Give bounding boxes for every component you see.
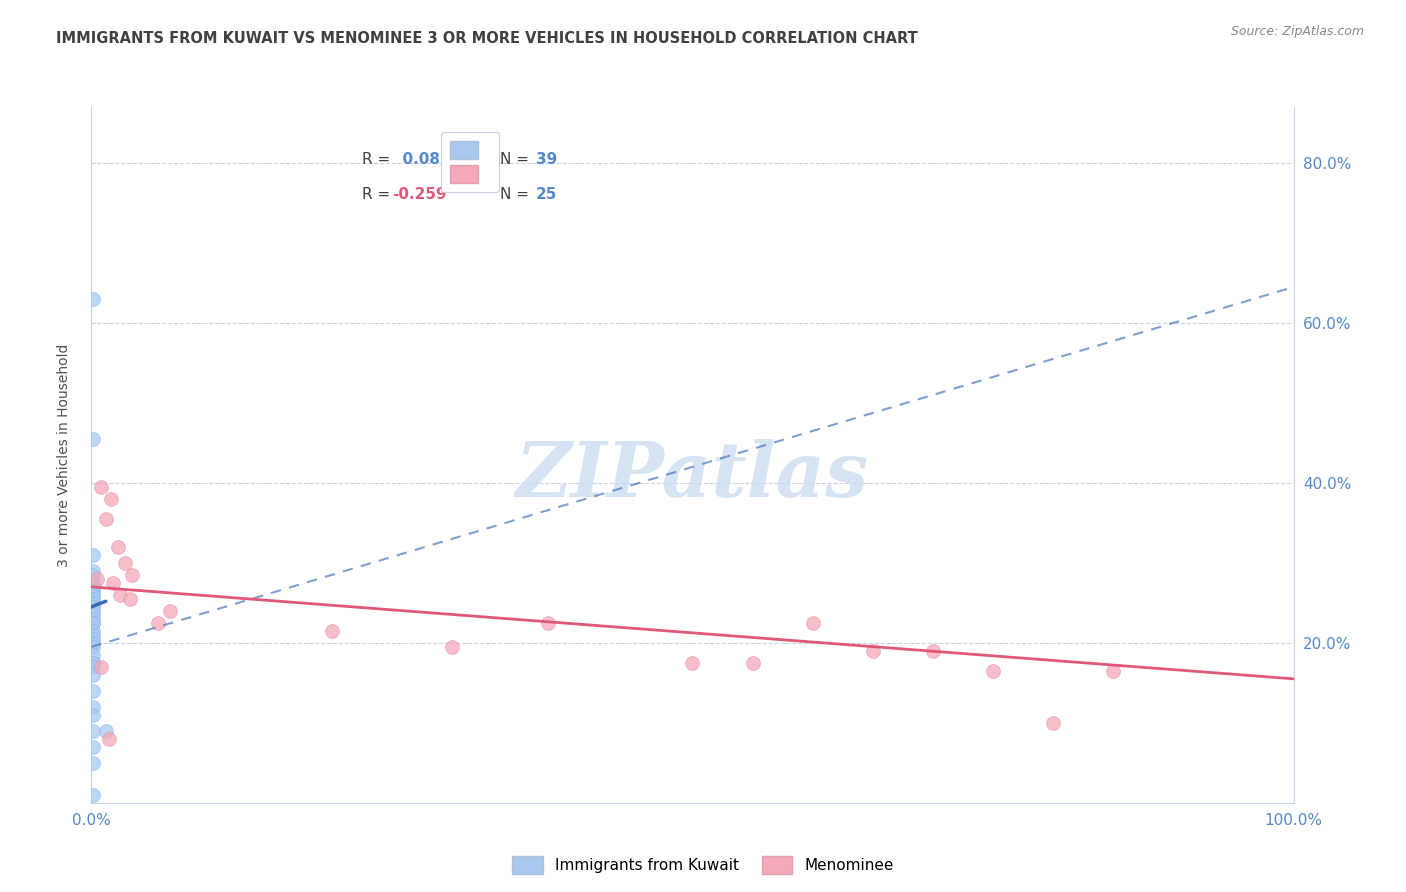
- Point: [82, 656, 104, 670]
- Point: [1102, 664, 1125, 678]
- Point: [82, 660, 104, 674]
- Text: -0.259: -0.259: [392, 187, 447, 202]
- Point: [82, 683, 104, 698]
- Point: [118, 591, 141, 606]
- Point: [94, 723, 117, 738]
- Point: [321, 624, 343, 638]
- Point: [82, 591, 104, 606]
- Point: [82, 607, 104, 622]
- Point: [981, 664, 1004, 678]
- Point: [82, 723, 104, 738]
- Point: [90, 660, 112, 674]
- Point: [440, 640, 463, 654]
- Text: R =: R =: [361, 153, 389, 168]
- Legend: Immigrants from Kuwait, Menominee: Immigrants from Kuwait, Menominee: [506, 850, 900, 880]
- Point: [82, 567, 104, 582]
- Point: [82, 656, 104, 670]
- Point: [98, 731, 121, 746]
- Point: [82, 699, 104, 714]
- Point: [82, 432, 104, 446]
- Point: [82, 575, 104, 590]
- Text: ZIPatlas: ZIPatlas: [516, 439, 869, 513]
- Point: [82, 292, 104, 306]
- Point: [82, 583, 104, 598]
- Point: [82, 612, 104, 626]
- Point: [82, 564, 104, 578]
- Point: [82, 632, 104, 646]
- Point: [801, 615, 824, 630]
- Point: [82, 599, 104, 614]
- Point: [101, 575, 124, 590]
- Point: [82, 707, 104, 722]
- Point: [537, 615, 560, 630]
- Point: [82, 588, 104, 602]
- Point: [100, 491, 122, 506]
- Point: [82, 599, 104, 614]
- Y-axis label: 3 or more Vehicles in Household: 3 or more Vehicles in Household: [56, 343, 70, 566]
- Point: [82, 788, 104, 802]
- Point: [159, 604, 181, 618]
- Point: [82, 668, 104, 682]
- Point: [82, 615, 104, 630]
- Point: [82, 580, 104, 594]
- Point: [94, 512, 117, 526]
- Text: R =: R =: [361, 187, 389, 202]
- Text: 25: 25: [536, 187, 558, 202]
- Point: [82, 756, 104, 770]
- Point: [82, 624, 104, 638]
- Point: [121, 567, 143, 582]
- Point: [114, 556, 136, 570]
- Point: [82, 596, 104, 610]
- Point: [681, 656, 703, 670]
- Point: [82, 548, 104, 562]
- Text: 0.081: 0.081: [392, 153, 450, 168]
- Text: N =: N =: [501, 153, 529, 168]
- Point: [922, 644, 945, 658]
- Point: [86, 572, 108, 586]
- Point: [82, 591, 104, 606]
- Text: IMMIGRANTS FROM KUWAIT VS MENOMINEE 3 OR MORE VEHICLES IN HOUSEHOLD CORRELATION : IMMIGRANTS FROM KUWAIT VS MENOMINEE 3 OR…: [56, 31, 918, 46]
- Point: [82, 636, 104, 650]
- Point: [82, 636, 104, 650]
- Point: [82, 604, 104, 618]
- Point: [107, 540, 129, 554]
- Point: [82, 640, 104, 654]
- Point: [90, 480, 112, 494]
- Point: [862, 644, 884, 658]
- Point: [82, 739, 104, 754]
- Point: [741, 656, 763, 670]
- Point: [146, 615, 169, 630]
- Point: [82, 628, 104, 642]
- Text: Source: ZipAtlas.com: Source: ZipAtlas.com: [1230, 25, 1364, 38]
- Point: [82, 648, 104, 662]
- Point: [82, 583, 104, 598]
- Point: [1042, 715, 1064, 730]
- Text: N =: N =: [501, 187, 529, 202]
- Text: 39: 39: [536, 153, 557, 168]
- Point: [82, 615, 104, 630]
- Legend: , : ,: [441, 132, 499, 192]
- Point: [110, 588, 132, 602]
